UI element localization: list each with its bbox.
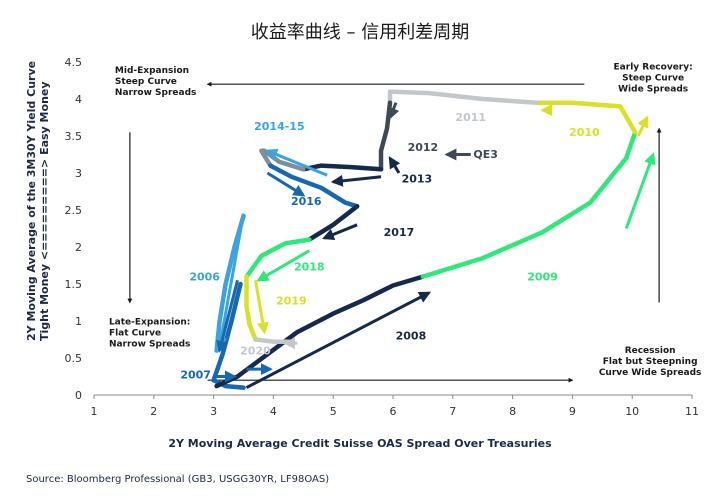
series-line-2011 [387,89,539,105]
series-line-2010 [534,100,638,135]
x-tick-label: 10 [625,405,639,418]
x-axis-label: 2Y Moving Average Credit Suisse OAS Spre… [168,437,552,450]
direction-arrow [388,156,401,174]
series-line-2018 [244,237,312,279]
x-tick-label: 8 [509,405,516,418]
x-tick-label: 7 [449,405,456,418]
annotation-line: Late-Expansion: [109,318,190,328]
year-label: 2010 [569,126,600,139]
y-axis-label-line-1: 2Y Moving Average of the 3M30Y Yield Cur… [25,60,38,341]
direction-arrow [330,174,382,187]
direction-arrow [216,279,239,353]
series-line-2014-15 [259,148,306,172]
direction-arrow [265,148,328,177]
x-tick-label: 11 [685,405,699,418]
x-tick-label: 9 [569,405,576,418]
series-line-2007 [211,281,246,390]
quadrant-annotation: Late-Expansion: Flat Curve Narrow Spreads [109,318,190,350]
annotation-line: Recession [625,346,676,356]
direction-arrow [322,223,358,241]
series-line-2013 [301,163,384,172]
series-line-2006 [214,213,246,353]
direction-arrow [636,115,649,137]
series-line-2020 [253,337,294,344]
x-tick-label: 2 [150,405,157,418]
x-tick-label: 4 [270,405,277,418]
series-line-2009 [420,130,638,279]
direction-arrow [266,171,306,197]
chart-title: 收益率曲线 – 信用利差周期 [250,22,470,43]
series-line-2008 [214,274,426,389]
series-line-2019 [244,274,258,342]
x-tick-label: 1 [91,405,98,418]
year-label: 2014-15 [254,120,305,133]
y-axis-label: 2Y Moving Average of the 3M30Y Yield Cur… [25,60,51,341]
year-label: 2012 [408,141,439,154]
y-tick-label: 3.5 [65,130,83,143]
year-label: 2013 [402,173,433,186]
y-tick-label: 0.5 [65,352,83,365]
y-tick-label: 1.5 [65,278,83,291]
year-label: 2020 [240,344,271,357]
y-tick-label: 4 [75,93,82,106]
y-axis-label-line-2: Tight Money <=========> Easy Money [38,81,51,341]
x-tick-label: 6 [390,405,397,418]
year-label: 2009 [527,270,558,283]
annotation-line: Narrow Spreads [109,340,190,350]
year-label: 2011 [455,111,486,124]
year-label: 2006 [189,270,220,283]
annotation-line: Early Recovery: [614,62,693,72]
direction-arrow [245,291,432,389]
y-tick-label: 1 [75,315,82,328]
annotation-line: Narrow Spreads [115,88,196,98]
annotation-line: Flat Curve [109,329,161,339]
year-label: QE3 [473,148,498,161]
year-label: 2019 [276,295,307,308]
y-tick-label: 4.5 [65,56,83,69]
direction-arrow [253,280,269,335]
year-label: 2017 [384,226,415,239]
series-line-2017 [307,204,360,242]
series-line-2012 [378,100,393,172]
direction-arrow [624,152,656,230]
direction-arrow [215,213,245,350]
y-tick-label: 3 [75,167,82,180]
quadrant-annotation: Mid-Expansion Steep Curve Narrow Spreads [115,66,196,98]
direction-arrow [256,249,311,282]
annotation-line: Flat but Steepning [603,357,698,367]
year-label: 2016 [291,195,322,208]
annotation-line: Curve Wide Spreads [599,368,702,378]
year-label: 2008 [396,330,427,343]
quadrant-annotation: Recession Flat but Steepning Curve Wide Sp… [599,346,702,378]
annotation-line: Wide Spreads [618,84,688,94]
annotation-line: Mid-Expansion [115,66,189,76]
year-label: 2007 [180,369,211,382]
annotation-line: Steep Curve [622,73,684,83]
y-tick-label: 2 [75,241,82,254]
y-tick-label: 0 [75,389,82,402]
quadrant-annotation: Early Recovery: Steep Curve Wide Spreads [614,62,693,94]
direction-arrow [388,102,400,120]
x-tick-label: 5 [330,405,337,418]
x-tick-label: 3 [210,405,217,418]
annotation-line: Steep Curve [115,77,177,87]
series-line-2016 [268,163,360,209]
year-label: 2018 [294,261,325,274]
source-note: Source: Bloomberg Professional (GB3, USG… [26,474,330,485]
y-tick-label: 2.5 [65,204,83,217]
